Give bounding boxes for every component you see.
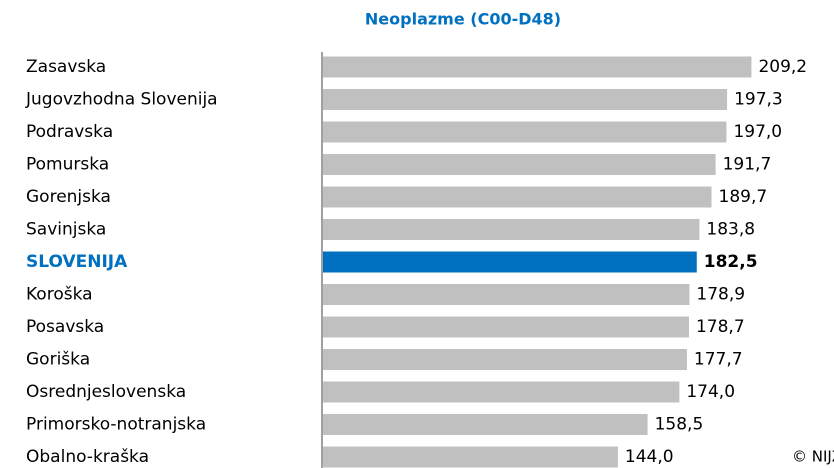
bar (323, 381, 680, 403)
category-label: Jugovzhodna Slovenija (25, 90, 218, 110)
value-label: 144,0 (625, 447, 674, 467)
category-label: SLOVENIJA (26, 252, 128, 272)
value-label: 197,3 (734, 90, 783, 110)
bar (323, 89, 728, 110)
value-label: 183,8 (706, 220, 755, 240)
category-label: Osrednjeslovenska (26, 382, 186, 402)
category-label: Obalno-kraška (26, 447, 149, 467)
value-label: 174,0 (686, 382, 735, 402)
bar (323, 251, 697, 273)
category-label: Gorenjska (26, 187, 111, 207)
category-label: Goriška (26, 350, 90, 370)
bar (323, 154, 716, 175)
value-label: 191,7 (723, 155, 772, 175)
bar (323, 414, 648, 435)
bar (323, 121, 727, 143)
category-label: Savinjska (26, 220, 106, 240)
value-label: 177,7 (694, 350, 743, 370)
value-label: 209,2 (758, 57, 807, 77)
category-label: Posavska (26, 317, 104, 337)
bar (323, 316, 689, 338)
value-label: 158,5 (655, 415, 704, 435)
category-label: Koroška (26, 285, 93, 305)
value-label: 182,5 (704, 252, 758, 272)
category-label: Primorsko-notranjska (26, 415, 206, 435)
bar (323, 446, 618, 468)
category-label: Podravska (26, 122, 113, 142)
bar (323, 284, 690, 305)
category-label: Pomurska (26, 155, 109, 175)
bar (323, 349, 687, 370)
bar (323, 56, 752, 78)
category-label: Zasavska (26, 57, 106, 77)
value-label: 178,7 (696, 317, 745, 337)
value-label: 189,7 (719, 187, 768, 207)
chart-title: Neoplazme (C00-D48) (365, 10, 561, 29)
bar (323, 219, 700, 240)
value-label: 178,9 (696, 285, 745, 305)
annotation: © NIJZ (792, 448, 834, 466)
bar (323, 186, 712, 208)
value-label: 197,0 (733, 122, 782, 142)
